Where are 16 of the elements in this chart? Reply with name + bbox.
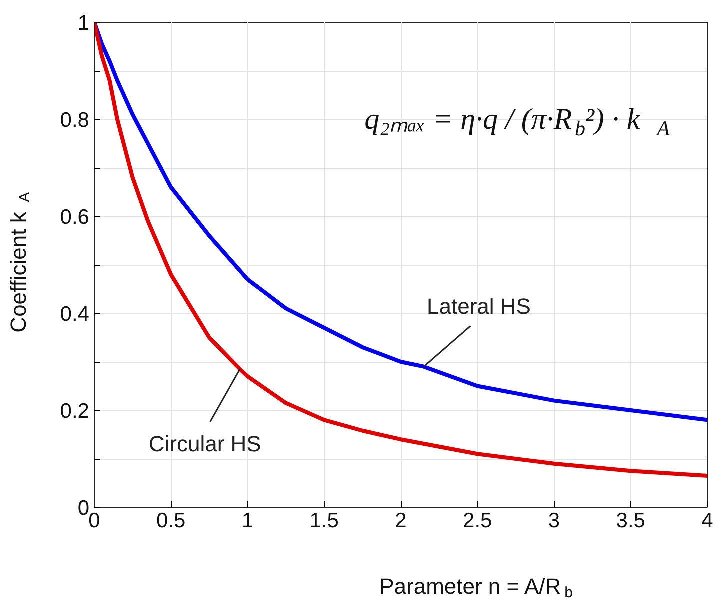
x-tick-label: 3.5 [616, 510, 646, 532]
y-axis-title: Coefficient kA [6, 192, 34, 333]
text: Lateral HS [427, 294, 531, 319]
y-tick-label: 0.8 [60, 109, 90, 132]
x-tick-label: 1 [242, 510, 254, 532]
x-tick-label: 1.5 [310, 510, 339, 532]
y-tick-label: 0.4 [60, 303, 90, 326]
y-tick-label: 0.6 [60, 206, 90, 229]
x-tick-label: 2.5 [463, 510, 492, 532]
y-tick-label: 0.2 [60, 400, 90, 423]
series-label: Circular HS [148, 431, 262, 456]
x-tick-label: 4 [702, 510, 714, 532]
x-tick-label: 3 [548, 510, 560, 532]
y-tick-label: 1 [78, 12, 90, 35]
x-tick-label: 2 [395, 510, 407, 532]
x-tick-label: 0.5 [156, 510, 186, 532]
